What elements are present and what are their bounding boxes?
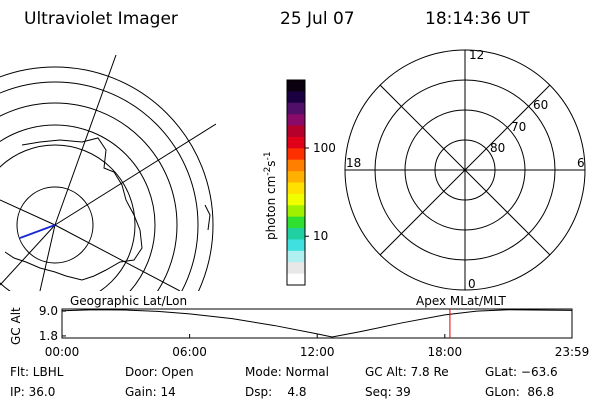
label-part: s	[264, 160, 278, 166]
color-swatch	[287, 80, 305, 92]
color-swatch	[287, 182, 305, 195]
date: 25 Jul 07	[280, 9, 355, 29]
altitude-line	[61, 309, 573, 338]
status-field: GLat: −63.6	[485, 365, 558, 379]
mlt-label: 12	[469, 48, 484, 62]
status-field: GLon: 86.8	[485, 385, 554, 399]
mlt-label: 6	[577, 156, 585, 170]
label-sup: -1	[263, 151, 273, 160]
color-swatch	[287, 216, 305, 229]
label-sup: -2	[263, 167, 273, 176]
footer: Flt: LBHL Door: Open Mode: Normal GC Alt: 7…	[10, 365, 558, 399]
x-tick-label: 00:00	[45, 345, 80, 359]
color-swatch	[287, 159, 305, 172]
status-field: Door: Open	[125, 365, 194, 379]
x-tick-label: 18:00	[428, 345, 463, 359]
colorbar-frame	[286, 79, 306, 286]
lat-label: 60	[533, 98, 548, 112]
status-field: Mode: Normal	[245, 365, 329, 379]
colorbar: 10 100	[286, 79, 336, 286]
altitude-plot: 9.0 1.8 00:00 06:00 12:00 18:00 23:59	[39, 304, 589, 359]
status-field: Flt: LBHL	[10, 365, 64, 379]
plot-title-right: Apex MLat/MLT	[416, 294, 506, 308]
color-swatch	[287, 239, 305, 252]
color-swatch	[287, 193, 305, 206]
y-axis-label: GC Alt	[9, 307, 23, 345]
time: 18:14:36 UT	[425, 9, 530, 29]
status-field: GC Alt: 7.8 Re	[365, 365, 449, 379]
y-tick-label: 1.8	[39, 329, 58, 343]
geo-map	[0, 55, 216, 291]
status-field: IP: 36.0	[10, 385, 55, 399]
mlt-label: 0	[468, 277, 476, 291]
plot-title-left: Geographic Lat/Lon	[70, 294, 187, 308]
polar-plot: 12 18 6 0 60 70 80	[344, 48, 586, 291]
color-swatch	[287, 148, 305, 161]
color-swatch	[287, 136, 305, 149]
status-field: Dsp: 4.8	[245, 385, 307, 399]
color-swatch	[287, 102, 305, 115]
color-swatch	[287, 250, 305, 263]
mlt-label: 18	[346, 156, 361, 170]
colorbar-label: photon cm-2s-1	[263, 151, 278, 240]
color-swatch	[287, 228, 305, 240]
title: Ultraviolet Imager	[24, 9, 178, 29]
x-tick-label: 23:59	[555, 345, 590, 359]
lat-label: 80	[490, 141, 505, 155]
status-field: Seq: 39	[365, 385, 411, 399]
color-swatch	[287, 91, 305, 104]
x-tick-label: 06:00	[172, 345, 207, 359]
y-tick-label: 9.0	[39, 304, 58, 318]
color-swatch	[287, 114, 305, 127]
status-field: Gain: 14	[125, 385, 176, 399]
color-swatch	[287, 205, 305, 218]
color-swatch	[287, 171, 305, 183]
color-swatch	[287, 262, 305, 275]
x-tick-label: 12:00	[300, 345, 335, 359]
label-part: photon cm	[264, 176, 278, 240]
lat-label: 70	[511, 120, 526, 134]
color-swatch	[287, 125, 305, 138]
color-swatch	[287, 273, 305, 286]
tick-label: 100	[313, 141, 336, 155]
tick-label: 10	[313, 229, 328, 243]
